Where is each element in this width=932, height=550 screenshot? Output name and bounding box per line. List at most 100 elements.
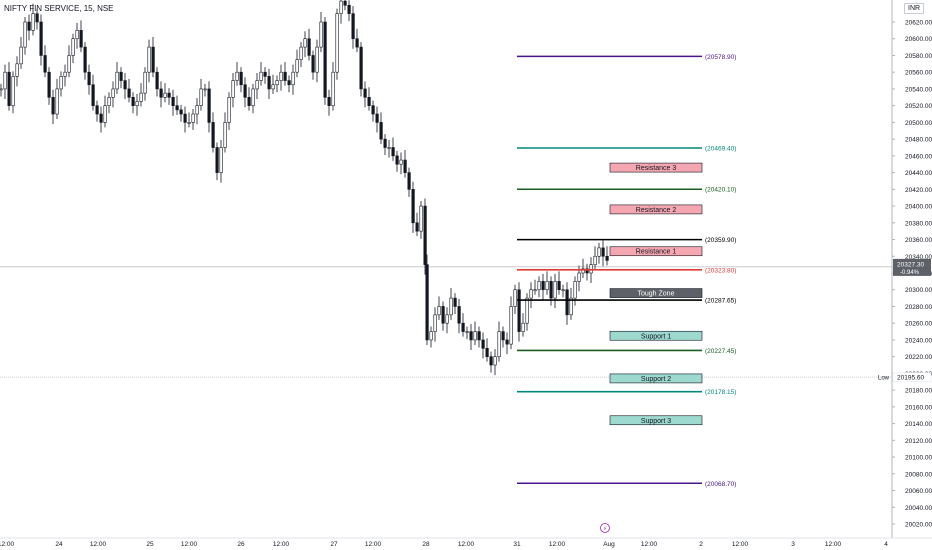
- level-label: (20068.70): [705, 481, 736, 488]
- price-tick-label: 20620.00: [905, 20, 932, 27]
- candle-body: [425, 264, 429, 341]
- time-tick-label: 25: [146, 541, 154, 548]
- candle-body: [577, 272, 581, 282]
- candle-body: [55, 88, 59, 115]
- candle-body: [115, 71, 119, 90]
- candle-body: [391, 147, 395, 157]
- time-tick-label: 26: [237, 541, 245, 548]
- candle-body: [387, 147, 391, 149]
- candle-body: [99, 113, 103, 123]
- candle-body: [235, 71, 239, 81]
- candle-body: [123, 80, 127, 90]
- price-tick-label: 20580.00: [905, 53, 932, 60]
- candle-body: [419, 205, 423, 232]
- level-label: (20287.65): [705, 298, 736, 305]
- price-tick-label: 20160.00: [905, 404, 932, 411]
- candle-body: [155, 71, 159, 90]
- candle-body: [497, 331, 501, 357]
- candle-body: [593, 255, 597, 265]
- level-label: (20323.80): [705, 267, 736, 274]
- candle-body: [147, 46, 151, 73]
- time-tick-label: 3: [791, 541, 795, 548]
- price-tick-label: 20340.00: [905, 254, 932, 261]
- candle-body: [521, 322, 525, 332]
- candle-body: [581, 268, 585, 274]
- level-label: (20578.90): [705, 54, 736, 61]
- candle-body: [553, 281, 557, 299]
- time-tick-label: 27: [330, 541, 338, 548]
- candle-body: [549, 281, 553, 299]
- candle-body: [63, 71, 67, 77]
- candle-body: [339, 0, 343, 14]
- zone-box: [609, 288, 703, 298]
- candle-body: [545, 281, 549, 291]
- candle-body: [347, 4, 351, 14]
- price-tick-label: 20300.00: [905, 287, 932, 294]
- zone-label: Support 3: [641, 418, 671, 425]
- candle-body: [493, 356, 497, 366]
- candle-body: [319, 21, 323, 48]
- candle-body: [363, 88, 367, 98]
- candle-body: [255, 80, 259, 90]
- zone-box: [609, 415, 703, 426]
- candle-body: [359, 46, 363, 90]
- price-tick-label: 20420.00: [905, 187, 932, 194]
- candle-body: [279, 71, 283, 81]
- price-tick-label: 20480.00: [905, 137, 932, 144]
- candle-body: [489, 356, 493, 366]
- candle-body: [395, 155, 399, 165]
- candle-body: [303, 38, 307, 48]
- current-price-change: -0.94%: [900, 270, 920, 276]
- candle-body: [311, 55, 315, 73]
- time-tick-label: 2: [699, 541, 703, 548]
- candle-body: [533, 289, 537, 292]
- candle-body: [207, 88, 211, 123]
- candle-body: [415, 222, 419, 232]
- candle-body: [0, 88, 3, 91]
- candle-body: [163, 92, 167, 98]
- time-tick-label: 31: [513, 541, 521, 548]
- candle-body: [15, 63, 19, 77]
- price-tick-label: 20020.00: [905, 522, 932, 529]
- candle-body: [87, 71, 91, 86]
- low-price-badge: [892, 372, 932, 382]
- candle-body: [541, 281, 545, 291]
- candle-body: [481, 339, 485, 349]
- candle-body: [195, 105, 199, 115]
- price-tick-label: 20180.00: [905, 388, 932, 395]
- currency-selector[interactable]: INR: [904, 3, 925, 14]
- price-tick-label: 20040.00: [905, 505, 932, 512]
- candle-body: [127, 88, 131, 98]
- candle-body: [465, 331, 469, 333]
- time-tick-label: 12:00: [641, 541, 658, 548]
- candle-body: [585, 268, 589, 274]
- zone-label: Resistance 2: [636, 207, 677, 214]
- candle-body: [179, 109, 183, 115]
- price-tick-label: 20080.00: [905, 471, 932, 478]
- candle-body: [399, 159, 403, 165]
- candle-body: [67, 55, 71, 73]
- candle-body: [243, 84, 247, 98]
- candle-body: [461, 322, 465, 332]
- candle-body: [35, 13, 39, 23]
- candle-body: [79, 30, 83, 48]
- candle-body: [39, 21, 43, 56]
- candle-body: [71, 38, 75, 56]
- candle-body: [457, 306, 461, 324]
- zone-label: Support 1: [641, 333, 671, 340]
- candle-body: [59, 76, 63, 90]
- candle-body: [469, 331, 473, 341]
- candle-body: [501, 331, 505, 341]
- candle-body: [3, 71, 7, 90]
- candle-body: [597, 247, 601, 257]
- candle-body: [371, 105, 375, 115]
- level-label: (20359.90): [705, 237, 736, 244]
- candle-body: [561, 289, 565, 292]
- candle-body: [23, 21, 27, 48]
- level-label: (20178.15): [705, 389, 736, 396]
- candle-body: [327, 97, 331, 106]
- price-tick-label: 20140.00: [905, 421, 932, 428]
- candle-body: [187, 122, 191, 124]
- candle-body: [355, 38, 359, 48]
